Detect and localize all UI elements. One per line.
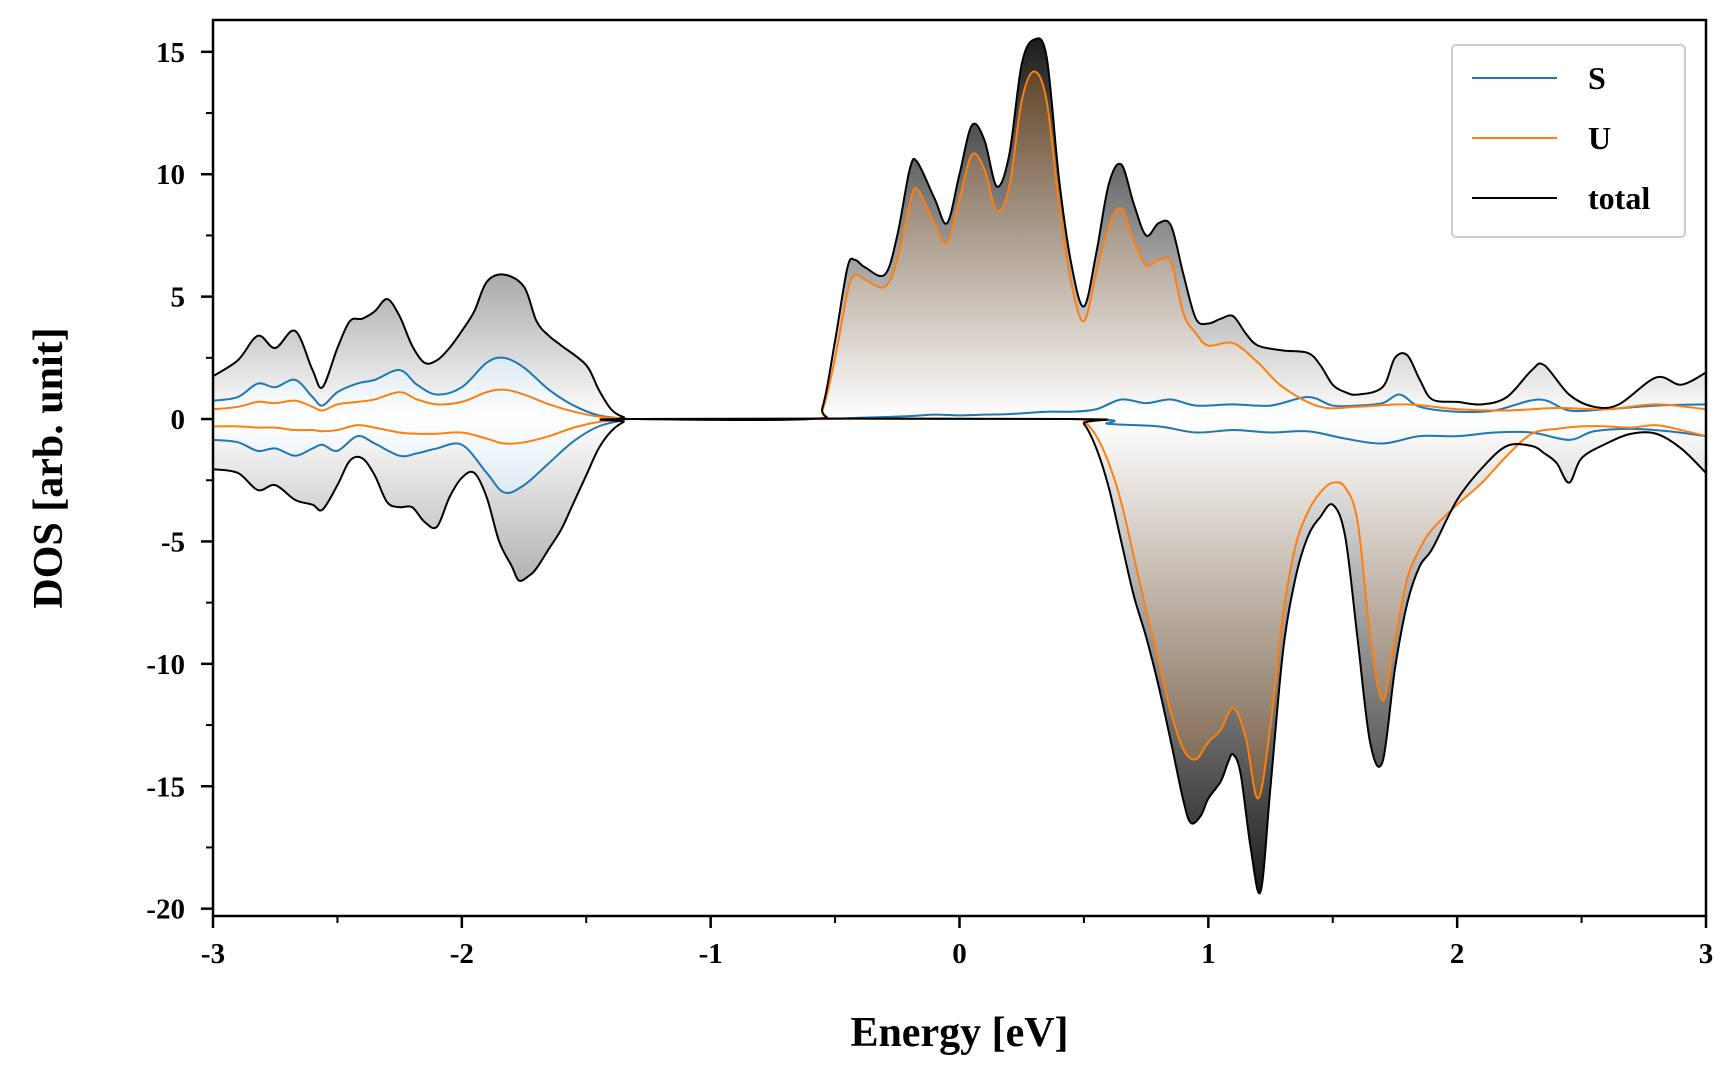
x-tick-label: -1 [699,938,723,970]
legend-label-S: S [1588,60,1606,96]
x-tick-label: 0 [952,938,967,970]
y-tick-label: -5 [161,526,185,558]
line-total-down [212,417,1707,895]
legend-label-total: total [1588,180,1650,216]
y-tick-label: -10 [146,649,185,681]
x-tick-label: -2 [450,938,474,970]
y-tick-label: 0 [171,404,186,436]
line-U-down [212,417,1707,800]
x-tick-label: 2 [1450,938,1465,970]
fill-U-up [213,71,1706,420]
y-tick-label: 5 [171,282,186,314]
x-tick-label: 1 [1201,938,1216,970]
fill-S-up [213,357,1706,420]
line-total-up [212,37,1707,422]
y-axis-label: DOS [arb. unit] [26,327,72,608]
line-U-up [212,70,1707,421]
line-S-up [212,356,1707,421]
x-tick-label: -3 [201,938,225,970]
x-axis-label: Energy [eV] [850,1010,1068,1056]
series-lines [212,37,1707,895]
y-tick-label: 10 [156,159,185,191]
legend-box [1451,44,1686,238]
legend-label-U: U [1588,120,1611,156]
x-tick-label: 3 [1699,938,1714,970]
y-tick-label: -20 [146,894,185,926]
y-tick-label: 15 [156,37,185,69]
y-tick-label: -15 [146,771,185,803]
fill-total-down [213,418,1706,894]
